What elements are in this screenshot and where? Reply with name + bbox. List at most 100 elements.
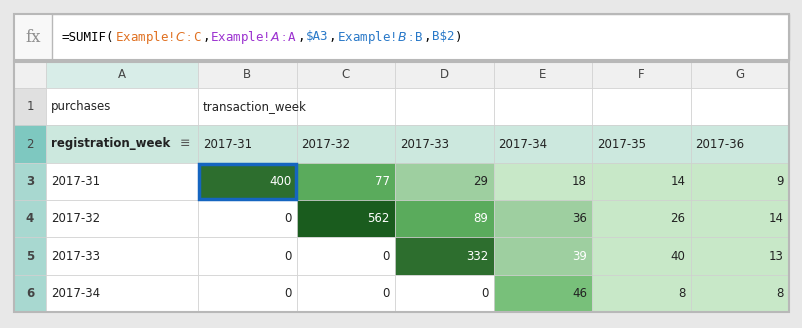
Bar <box>395 88 493 125</box>
Text: F: F <box>637 69 644 81</box>
Bar <box>591 275 690 312</box>
Text: 562: 562 <box>367 212 390 225</box>
Bar <box>690 275 788 312</box>
Bar <box>198 237 296 275</box>
Bar <box>46 200 198 237</box>
Bar <box>395 237 493 275</box>
Text: =SUMIF(: =SUMIF( <box>62 31 115 44</box>
Bar <box>493 237 591 275</box>
Text: 2017-34: 2017-34 <box>498 137 547 151</box>
Text: 77: 77 <box>375 175 390 188</box>
Text: 4: 4 <box>26 212 34 225</box>
Text: Example!$A:$A: Example!$A:$A <box>210 29 297 46</box>
Text: 40: 40 <box>670 250 685 262</box>
Text: G: G <box>735 69 743 81</box>
Text: 26: 26 <box>670 212 685 225</box>
Bar <box>14 62 788 312</box>
Text: 2017-34: 2017-34 <box>51 287 100 300</box>
Bar <box>296 88 395 125</box>
Bar <box>493 163 591 200</box>
Bar <box>296 275 395 312</box>
Text: 0: 0 <box>480 287 488 300</box>
Text: ,: , <box>328 31 336 44</box>
Text: 400: 400 <box>269 175 291 188</box>
Text: fx: fx <box>25 29 41 46</box>
Bar <box>14 163 46 200</box>
Text: 0: 0 <box>382 250 390 262</box>
Bar <box>296 62 395 88</box>
Text: 39: 39 <box>571 250 586 262</box>
Bar <box>493 62 591 88</box>
Text: Example!$B:$B: Example!$B:$B <box>336 29 423 46</box>
Bar <box>690 88 788 125</box>
Bar <box>395 125 493 163</box>
Text: 8: 8 <box>776 287 783 300</box>
Text: ≡: ≡ <box>180 137 190 151</box>
Bar <box>46 125 198 163</box>
Bar <box>198 125 296 163</box>
Bar <box>395 275 493 312</box>
Text: 3: 3 <box>26 175 34 188</box>
Text: A: A <box>118 69 126 81</box>
Bar <box>493 88 591 125</box>
Text: 14: 14 <box>768 212 783 225</box>
Text: 13: 13 <box>768 250 783 262</box>
Bar <box>14 62 46 88</box>
Bar <box>591 88 690 125</box>
Text: 332: 332 <box>466 250 488 262</box>
Bar <box>591 237 690 275</box>
Text: 0: 0 <box>284 287 291 300</box>
Bar <box>591 163 690 200</box>
Bar <box>14 14 788 60</box>
Bar <box>296 200 395 237</box>
Text: 36: 36 <box>571 212 586 225</box>
Text: registration_week: registration_week <box>51 137 170 151</box>
Bar <box>14 237 46 275</box>
Text: 89: 89 <box>473 212 488 225</box>
Bar <box>46 88 198 125</box>
Text: transaction_week: transaction_week <box>203 100 306 113</box>
Bar <box>46 275 198 312</box>
Text: 1: 1 <box>26 100 34 113</box>
Text: 2017-31: 2017-31 <box>203 137 252 151</box>
Text: 5: 5 <box>26 250 34 262</box>
Text: 9: 9 <box>776 175 783 188</box>
Text: 6: 6 <box>26 287 34 300</box>
Text: $A3: $A3 <box>306 31 328 44</box>
Text: 46: 46 <box>571 287 586 300</box>
Text: B: B <box>243 69 251 81</box>
Bar <box>591 200 690 237</box>
Bar <box>46 163 198 200</box>
Text: 0: 0 <box>284 212 291 225</box>
Text: purchases: purchases <box>51 100 111 113</box>
Bar <box>198 163 296 200</box>
Text: 8: 8 <box>677 287 685 300</box>
Bar <box>14 14 52 60</box>
Bar <box>14 14 788 60</box>
Bar <box>14 275 46 312</box>
Bar <box>493 275 591 312</box>
Bar <box>198 88 296 125</box>
Text: 2017-31: 2017-31 <box>51 175 100 188</box>
Bar <box>395 62 493 88</box>
Bar <box>591 125 690 163</box>
Text: ,: , <box>202 31 209 44</box>
Text: D: D <box>439 69 448 81</box>
Text: 2017-33: 2017-33 <box>51 250 100 262</box>
Text: 18: 18 <box>571 175 586 188</box>
Text: 2017-33: 2017-33 <box>399 137 448 151</box>
Bar <box>296 163 395 200</box>
Bar <box>14 88 46 125</box>
Text: 2017-36: 2017-36 <box>695 137 743 151</box>
Text: 0: 0 <box>284 250 291 262</box>
Bar <box>198 62 296 88</box>
Text: 2: 2 <box>26 137 34 151</box>
Bar <box>198 275 296 312</box>
Text: 2017-32: 2017-32 <box>301 137 350 151</box>
Bar <box>591 62 690 88</box>
Text: Example!$C:$C: Example!$C:$C <box>115 29 201 46</box>
Text: ): ) <box>455 31 462 44</box>
Text: ,: , <box>423 31 431 44</box>
Text: 0: 0 <box>382 287 390 300</box>
Bar <box>46 237 198 275</box>
